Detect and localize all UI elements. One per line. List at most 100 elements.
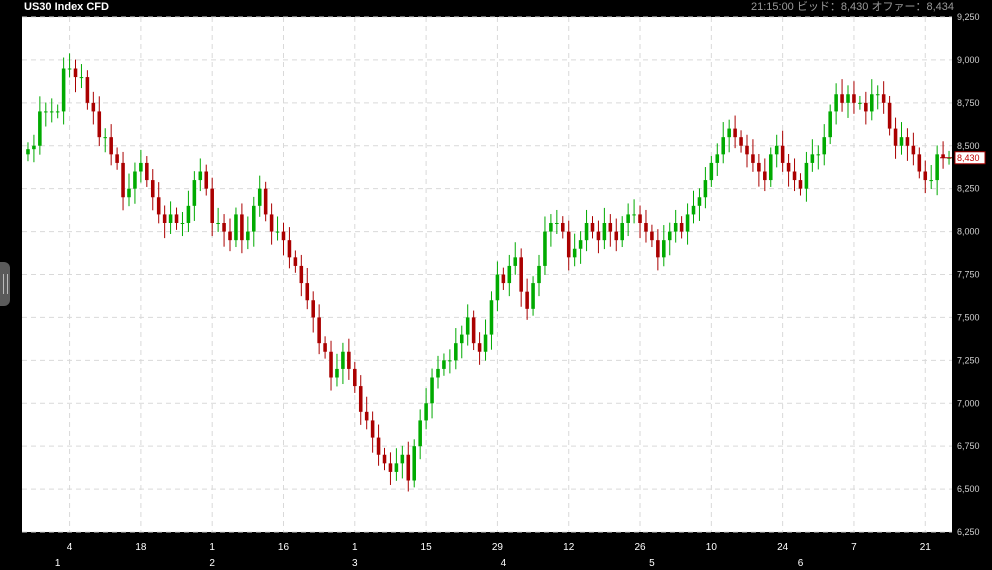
candle-body	[739, 137, 743, 146]
candle-body	[792, 171, 797, 181]
candle-body	[287, 240, 292, 258]
month-label: 3	[352, 558, 358, 569]
candle-body	[471, 317, 476, 344]
candle-body	[353, 368, 357, 387]
candle-body	[257, 188, 262, 206]
candle-body	[584, 223, 589, 241]
candle-body	[923, 171, 928, 181]
x-tick-label: 15	[421, 542, 433, 553]
y-tick-label: 8,250	[957, 184, 980, 194]
y-tick-label: 7,000	[957, 398, 980, 408]
candle-body	[543, 231, 547, 266]
candle-body	[394, 463, 399, 472]
candle-body	[519, 257, 523, 292]
candle-body	[768, 154, 773, 181]
candle-body	[620, 223, 624, 241]
status-time: 21:15:00	[750, 1, 794, 13]
candle-body	[400, 454, 405, 464]
candle-body	[341, 351, 345, 369]
candle-body	[61, 68, 66, 112]
candle-body	[721, 137, 726, 155]
candle-body	[305, 283, 310, 301]
candle-body	[650, 231, 654, 241]
candle-body	[656, 240, 660, 258]
y-tick-label: 8,750	[957, 98, 980, 108]
candle-body	[412, 446, 417, 481]
candle-body	[364, 411, 369, 421]
candle-body	[26, 149, 30, 155]
candle-body	[537, 265, 541, 284]
x-tick-label: 26	[634, 542, 646, 553]
candle-body	[893, 128, 898, 146]
candle-body	[376, 437, 381, 455]
candle-body	[180, 223, 185, 224]
candle-body	[347, 351, 351, 369]
candle-body	[311, 300, 315, 318]
candle-body	[751, 154, 755, 163]
candle-body	[67, 68, 72, 70]
candle-body	[608, 223, 613, 232]
candle-body	[941, 154, 945, 158]
candle-body	[852, 94, 856, 103]
candle-body	[32, 145, 36, 150]
month-label: 2	[209, 558, 215, 569]
candle-body	[614, 231, 619, 241]
candle-body	[465, 317, 470, 335]
candle-body	[555, 223, 559, 224]
candle-body	[828, 111, 832, 138]
candle-body	[911, 145, 916, 155]
candle-body	[204, 171, 209, 189]
current-price-label: 8,430	[957, 153, 980, 163]
candle-body	[73, 68, 78, 78]
candle-body	[127, 188, 131, 198]
candle-body	[454, 343, 458, 361]
side-panel-handle[interactable]	[0, 262, 10, 306]
candle-body	[91, 102, 96, 112]
candle-body	[115, 154, 119, 163]
y-tick-label: 6,750	[957, 441, 980, 451]
candle-body	[216, 223, 220, 224]
candle-body	[549, 223, 553, 232]
candle-body	[673, 223, 678, 232]
candle-body	[875, 94, 880, 96]
candle-body	[79, 77, 84, 79]
candle-body	[418, 420, 422, 447]
y-tick-label: 7,250	[957, 355, 980, 365]
candle-body	[935, 154, 939, 181]
candle-body	[323, 343, 327, 352]
candle-body	[507, 265, 512, 284]
candle-body	[774, 145, 779, 155]
candle-body	[269, 214, 274, 232]
candle-body	[899, 137, 904, 146]
candle-body	[495, 274, 500, 301]
candle-body	[436, 368, 440, 378]
candle-body	[679, 223, 684, 232]
candle-body	[816, 154, 821, 156]
candle-body	[38, 111, 42, 146]
candle-body	[85, 77, 90, 103]
candle-body	[162, 214, 167, 223]
candle-body	[727, 128, 731, 138]
y-tick-label: 7,500	[957, 312, 980, 322]
price-status-bar: 21:15:00 ビッド：8,430 オファー：8,434	[751, 0, 954, 14]
candle-body	[317, 317, 321, 344]
candle-body	[691, 205, 696, 215]
candle-body	[685, 214, 690, 232]
candle-body	[145, 162, 149, 181]
candle-body	[192, 180, 197, 206]
candle-body	[44, 111, 48, 113]
candle-body	[103, 137, 108, 139]
x-tick-label: 16	[278, 542, 290, 553]
candle-body	[703, 180, 708, 198]
candle-body	[335, 368, 339, 378]
candle-body	[626, 214, 630, 223]
status-bid: ビッド：8,430	[796, 1, 869, 13]
y-tick-label: 7,750	[957, 270, 980, 280]
candle-body	[442, 360, 446, 369]
candle-body	[638, 214, 642, 223]
candle-body	[139, 162, 143, 172]
candle-body	[263, 188, 268, 215]
candle-body	[531, 283, 535, 309]
candle-body	[786, 162, 791, 172]
